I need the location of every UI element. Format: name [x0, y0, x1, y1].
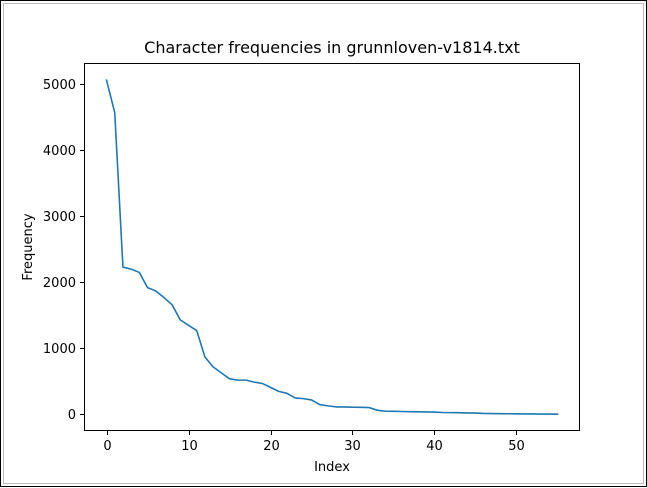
y-tick-label: 4000 — [43, 144, 76, 159]
chart-title: Character frequencies in grunnloven-v181… — [144, 38, 520, 57]
x-tick-label: 50 — [508, 439, 525, 454]
y-tick-label: 2000 — [43, 276, 76, 291]
x-tick-label: 0 — [103, 439, 111, 454]
y-tick-label: 0 — [68, 408, 76, 423]
x-axis-label: Index — [314, 460, 350, 475]
y-tick-label: 1000 — [43, 342, 76, 357]
y-axis-label: Frequency — [21, 213, 36, 280]
x-tick-label: 10 — [181, 439, 198, 454]
y-tick-label: 3000 — [43, 210, 76, 225]
plot-area — [84, 63, 580, 431]
y-tick-label: 5000 — [43, 78, 76, 93]
series-line — [105, 79, 559, 415]
x-tick-label: 30 — [344, 439, 361, 454]
plot-frame — [84, 63, 580, 431]
x-tick-label: 20 — [263, 439, 280, 454]
x-tick-label: 40 — [426, 439, 443, 454]
